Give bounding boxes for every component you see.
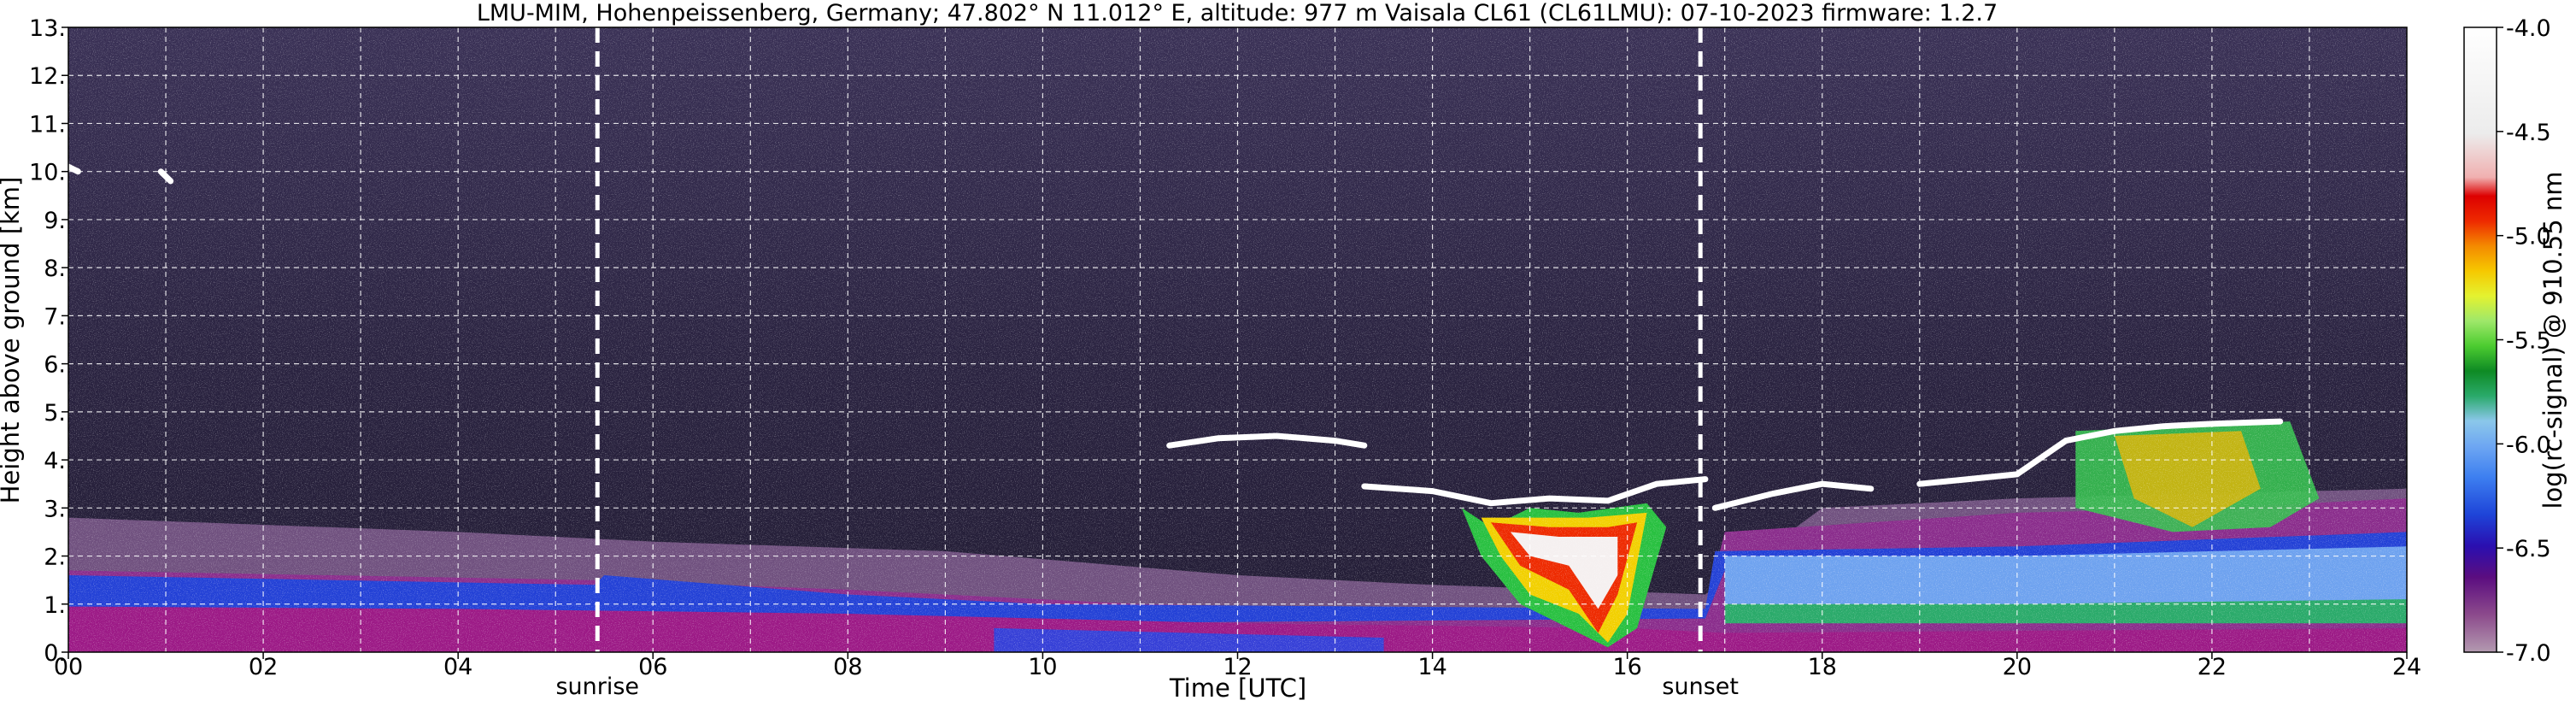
y-tick-label: 6. — [44, 352, 66, 379]
y-tick-label: 12. — [29, 63, 66, 90]
x-tick-label: 00 — [54, 654, 83, 680]
y-tick-label: 13. — [29, 15, 66, 42]
event-label-sunrise: sunrise — [555, 674, 639, 700]
x-tick-label: 16 — [1612, 654, 1641, 680]
colorbar-tick-label: -5.0 — [2506, 224, 2551, 250]
y-tick-label: 7. — [44, 303, 66, 330]
plot-area — [65, 26, 2408, 653]
colorbar: -4.0 -4.5 -5.0 -5.5 -6.0 -6.5 -7.0 log(rc-sign… — [2463, 15, 2567, 667]
x-tick-label: 06 — [638, 654, 667, 680]
x-tick-label: 24 — [2392, 654, 2421, 680]
chart-title: LMU-MIM, Hohenpeissenberg, Germany; 47.8… — [477, 0, 1998, 26]
x-tick-label: 22 — [2198, 654, 2227, 680]
y-tick-label: 3. — [44, 496, 66, 522]
x-tick-label: 04 — [443, 654, 472, 680]
event-label-sunset: sunset — [1662, 674, 1739, 700]
x-tick-label: 08 — [833, 654, 862, 680]
y-axis-label: Height above ground [km] — [0, 177, 25, 504]
x-tick-label: 18 — [1808, 654, 1837, 680]
colorbar-tick-label: -6.0 — [2506, 432, 2551, 458]
y-tick-label: 0. — [44, 640, 66, 667]
x-tick-label: 02 — [249, 654, 278, 680]
y-tick-label: 8. — [44, 256, 66, 282]
colorbar-label: log(rc-signal) @ 910.55 nm — [2538, 171, 2567, 509]
colorbar-scale — [2463, 26, 2497, 653]
colorbar-tick-label: -4.0 — [2506, 15, 2551, 42]
y-tick-label: 1. — [44, 592, 66, 619]
y-tick-label: 10. — [29, 160, 66, 186]
colorbar-tick-label: -6.5 — [2506, 536, 2551, 562]
x-tick-label: 14 — [1417, 654, 1446, 680]
colorbar-tick-label: -5.5 — [2506, 328, 2551, 355]
y-tick-label: 2. — [44, 544, 66, 571]
y-tick-label: 11. — [29, 111, 66, 138]
colorbar-tick-label: -7.0 — [2506, 640, 2551, 667]
x-tick-label: 12 — [1223, 654, 1252, 680]
x-tick-label: 20 — [2003, 654, 2032, 680]
x-tick-label: 10 — [1028, 654, 1057, 680]
x-axis-label: Time [UTC] — [1169, 674, 1306, 703]
y-tick-label: 9. — [44, 208, 66, 234]
y-tick-label: 5. — [44, 400, 66, 427]
y-tick-label: 4. — [44, 448, 66, 474]
colorbar-tick-label: -4.5 — [2506, 120, 2551, 146]
